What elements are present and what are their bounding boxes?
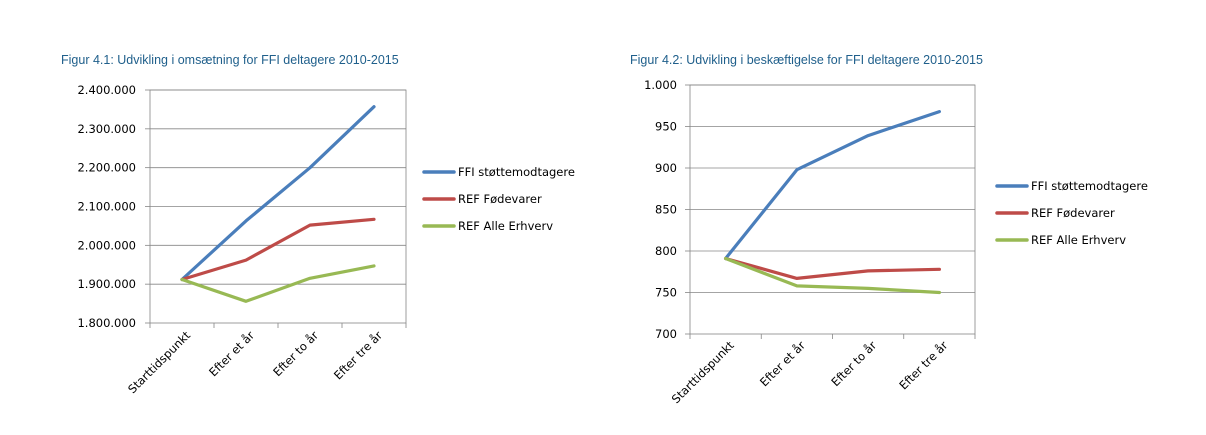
series-line-1	[723, 109, 942, 261]
legend-label: REF Fødevarer	[458, 192, 542, 206]
chart-title-2: Figur 4.2: Udvikling i beskæftigelse for…	[630, 53, 983, 67]
x-tick-label: Efter tre år	[896, 338, 950, 392]
y-tick-label: 2.400.000	[77, 83, 136, 97]
y-tick-label: 2.100.000	[77, 200, 136, 214]
x-tick-label: Efter to år	[828, 338, 879, 389]
y-tick-label: 2.200.000	[77, 161, 136, 175]
y-tick-label: 2.300.000	[77, 122, 136, 136]
legend-label: FFI støttemodtagere	[1031, 179, 1148, 193]
x-tick-label: Efter et år	[757, 338, 808, 389]
series-line-3	[180, 264, 376, 303]
x-tick-label: Efter et år	[206, 328, 257, 379]
legend-label: REF Alle Erhverv	[1031, 233, 1126, 247]
x-tick-label: Efter tre år	[331, 328, 385, 382]
series-line-1	[180, 105, 376, 282]
series-line-3	[723, 256, 942, 295]
y-tick-label: 700	[655, 327, 677, 341]
x-tick-label: Efter to år	[270, 328, 321, 379]
y-tick-label: 950	[655, 120, 677, 134]
legend-label: REF Alle Erhverv	[458, 219, 553, 233]
legend-label: FFI støttemodtagere	[458, 165, 575, 179]
chart-title-1: Figur 4.1: Udvikling i omsætning for FFI…	[61, 53, 399, 67]
legend-label: REF Fødevarer	[1031, 206, 1115, 220]
y-tick-label: 1.900.000	[77, 277, 136, 291]
y-tick-label: 1.000	[644, 78, 677, 92]
y-tick-label: 900	[655, 161, 677, 175]
x-tick-label: Starttidspunkt	[125, 328, 193, 396]
y-tick-label: 2.000.000	[77, 238, 136, 252]
y-tick-label: 800	[655, 244, 677, 258]
series-line-2	[180, 217, 376, 282]
y-tick-label: 1.800.000	[77, 316, 136, 330]
y-tick-label: 750	[655, 286, 677, 300]
x-tick-label: Starttidspunkt	[669, 338, 737, 406]
series-line-2	[723, 256, 942, 280]
y-tick-label: 850	[655, 203, 677, 217]
